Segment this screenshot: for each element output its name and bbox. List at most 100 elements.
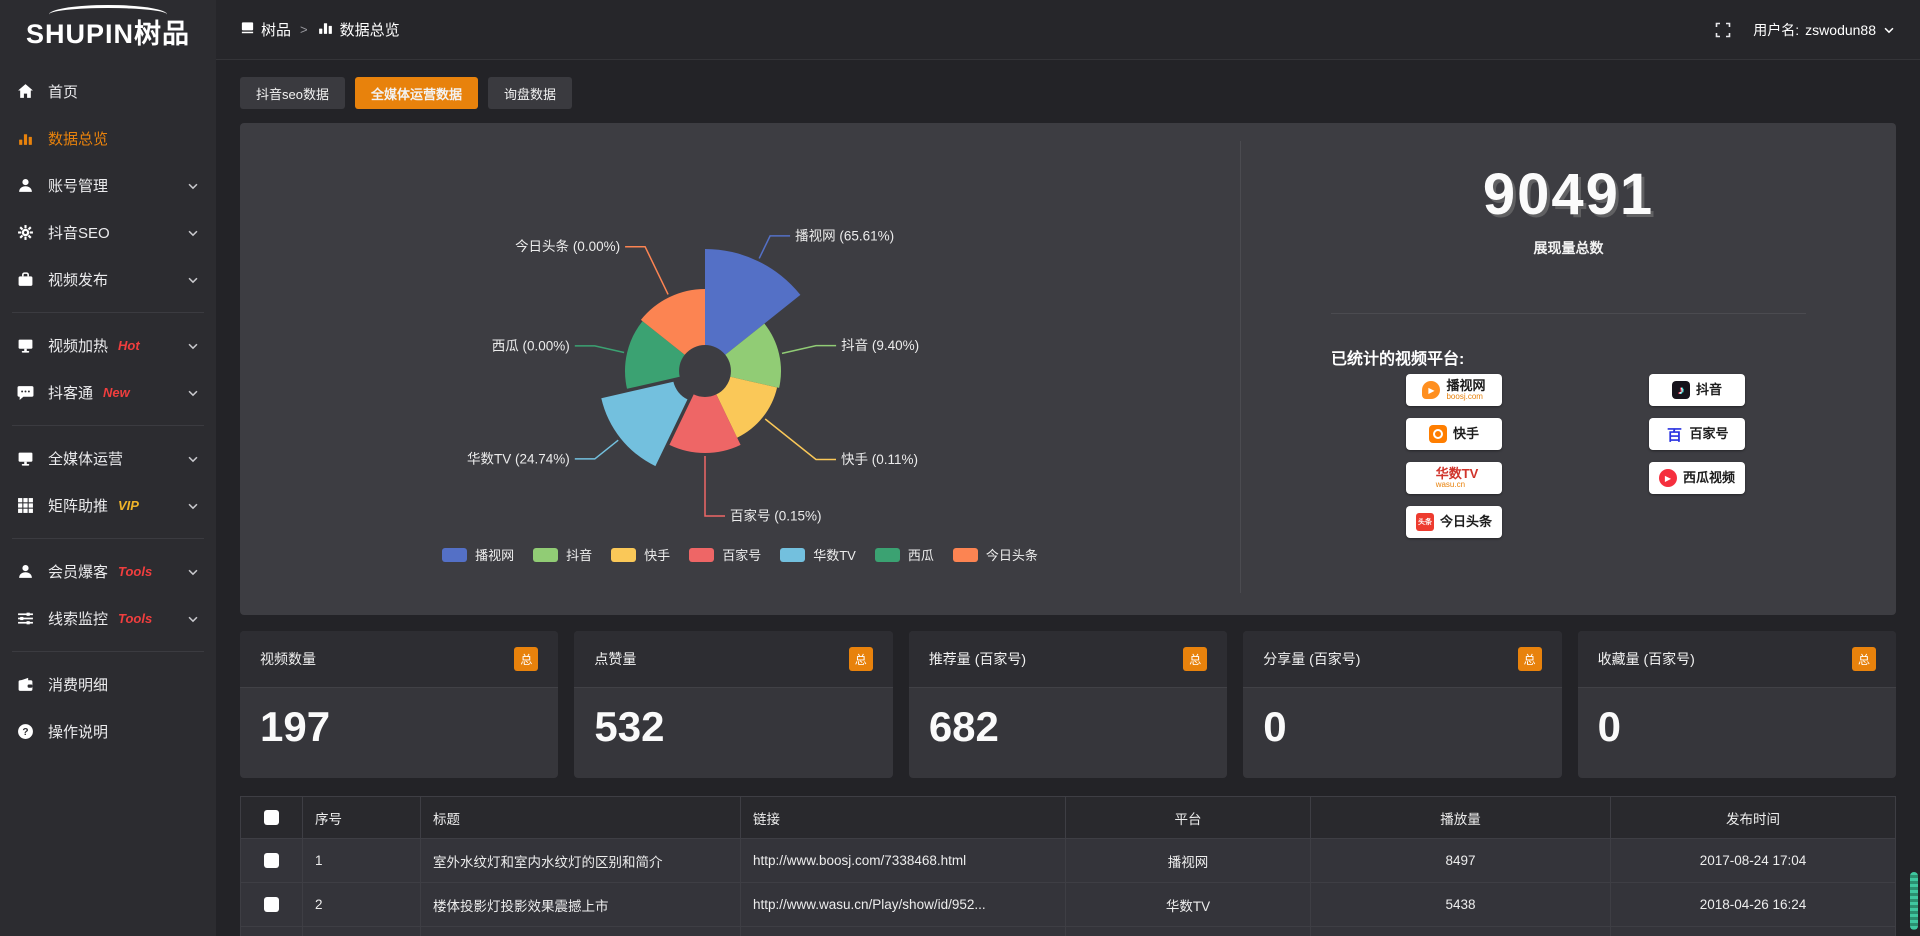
sidebar-item-label: 全媒体运营 xyxy=(48,451,124,468)
cell-url-link[interactable]: http://www.wasu.cn/Play/show/id/952... xyxy=(740,882,1066,927)
cell-title-link[interactable]: 楼体投影灯投影效果震撼上市 xyxy=(420,882,741,927)
cell-url-link[interactable] xyxy=(740,926,1066,936)
select-all-checkbox[interactable] xyxy=(264,810,279,825)
table-header-link: 链接 xyxy=(740,796,1066,839)
row-checkbox-cell xyxy=(240,926,303,936)
pie-label: 西瓜 (0.00%) xyxy=(492,338,570,353)
logo-arc-decoration xyxy=(49,5,167,24)
svg-text:?: ? xyxy=(22,727,28,738)
sidebar-item-label: 视频发布 xyxy=(48,272,109,289)
sidebar-item-data-overview[interactable]: 数据总览 xyxy=(0,115,216,162)
sidebar-item-media-ops[interactable]: 全媒体运营 xyxy=(0,435,216,482)
brand-logo[interactable]: SHUPIN树品 xyxy=(0,0,216,62)
breadcrumb-item-data-overview[interactable]: 数据总览 xyxy=(317,19,400,40)
cell-plays: 8497 xyxy=(1310,838,1611,883)
legend-label: 今日头条 xyxy=(985,548,1038,563)
platform-name: 抖音 xyxy=(1695,382,1722,398)
pie-slice[interactable] xyxy=(705,249,801,355)
sidebar-item-video-heat[interactable]: 视频加热 Hot xyxy=(0,322,216,369)
sidebar-item-label: 会员爆客 xyxy=(48,564,109,581)
table-row xyxy=(240,926,1896,936)
chevron-down-icon xyxy=(186,565,200,579)
fullscreen-icon[interactable] xyxy=(1715,22,1731,38)
tab-douyin-seo-data[interactable]: 抖音seo数据 xyxy=(240,77,345,109)
stat-card: 点赞量 总 532 xyxy=(574,631,893,778)
row-checkbox-cell xyxy=(240,882,303,927)
pie-slice[interactable] xyxy=(725,323,782,388)
sidebar-item-home[interactable]: 首页 xyxy=(0,68,216,115)
grid-icon xyxy=(16,497,34,515)
table-header-title: 标题 xyxy=(420,796,741,839)
platform-badge-wasu: 华数TV wasu.cn xyxy=(1406,462,1502,494)
legend-item[interactable]: 今日头条 xyxy=(952,545,1038,564)
username-value: zswodun88 xyxy=(1805,21,1876,38)
platform-badge-xigua: ▶ 西瓜视频 xyxy=(1649,462,1745,494)
sidebar-item-douketong[interactable]: 抖客通 New xyxy=(0,369,216,416)
pie-slice[interactable] xyxy=(716,376,778,438)
nav-tag: New xyxy=(103,385,130,400)
cell-title-link[interactable]: 室外水纹灯和室内水纹灯的区别和简介 xyxy=(420,838,741,883)
data-tabs: 抖音seo数据 全媒体运营数据 询盘数据 xyxy=(240,77,1896,109)
sidebar-item-help[interactable]: ? 操作说明 xyxy=(0,708,216,755)
tab-label: 询盘数据 xyxy=(503,86,556,102)
sidebar: SHUPIN树品 首页 数据总览 账号管理 抖音SEO 视频发布 视频加热 Ho… xyxy=(0,0,216,936)
chevron-down-icon xyxy=(1882,23,1896,37)
page-scrollbar-thumb[interactable] xyxy=(1910,872,1918,930)
cell-platform: 播视网 xyxy=(1065,838,1311,883)
legend-item[interactable]: 抖音 xyxy=(533,545,592,564)
tab-inquiry-data[interactable]: 询盘数据 xyxy=(487,77,572,109)
legend-item[interactable]: 西瓜 xyxy=(874,545,934,564)
user-icon xyxy=(16,563,34,581)
sidebar-item-clue-monitor[interactable]: 线索监控 Tools xyxy=(0,595,216,642)
legend-label: 百家号 xyxy=(722,548,762,563)
sidebar-item-video-publish[interactable]: 视频发布 xyxy=(0,256,216,303)
legend-label: 华数TV xyxy=(813,548,856,563)
total-badge: 总 xyxy=(1852,647,1877,671)
summary-panel: 90491 展现量总数 已统计的视频平台: ▶ 播视网 boosj.com 快手… xyxy=(1241,123,1896,615)
stat-card-title: 推荐量 (百家号) xyxy=(928,651,1027,667)
sidebar-item-expense-detail[interactable]: 消费明细 xyxy=(0,661,216,708)
sidebar-item-matrix-boost[interactable]: 矩阵助推 VIP xyxy=(0,482,216,529)
row-checkbox[interactable] xyxy=(264,897,279,912)
chat-icon xyxy=(16,384,34,402)
table-header-platform: 平台 xyxy=(1065,796,1311,839)
sidebar-item-label: 抖音SEO xyxy=(48,225,110,242)
legend-label: 快手 xyxy=(644,548,671,563)
legend-swatch xyxy=(533,547,559,562)
legend-item[interactable]: 华数TV xyxy=(780,545,856,564)
pie-slice[interactable] xyxy=(669,394,741,454)
breadcrumb-item-shupin[interactable]: 树品 xyxy=(240,19,291,40)
cell-url-link[interactable]: http://www.boosj.com/7338468.html xyxy=(740,838,1066,883)
tab-label: 抖音seo数据 xyxy=(256,86,329,102)
toutiao-icon: 头条 xyxy=(1415,513,1434,531)
sidebar-item-account-manage[interactable]: 账号管理 xyxy=(0,162,216,209)
sidebar-item-member-baoke[interactable]: 会员爆客 Tools xyxy=(0,548,216,595)
sidebar-item-douyin-seo[interactable]: 抖音SEO xyxy=(0,209,216,256)
legend-item[interactable]: 百家号 xyxy=(689,545,761,564)
sidebar-divider xyxy=(12,538,204,539)
legend-swatch xyxy=(442,547,468,562)
stat-card-title: 点赞量 xyxy=(594,651,637,667)
cell-index: 2 xyxy=(302,882,421,927)
sidebar-divider xyxy=(12,312,204,313)
row-checkbox[interactable] xyxy=(264,853,279,868)
douyin-icon: ♪ xyxy=(1671,381,1690,399)
table-header-plays: 播放量 xyxy=(1310,796,1611,839)
pie-slice[interactable] xyxy=(640,289,705,355)
legend-item[interactable]: 快手 xyxy=(611,545,670,564)
boosj-icon: ▶ xyxy=(1422,381,1441,399)
platform-badge-kuaishou: 快手 xyxy=(1406,418,1502,450)
pie-slice[interactable] xyxy=(601,381,688,467)
cell-title-link[interactable] xyxy=(420,926,741,936)
platform-name: 今日头条 xyxy=(1439,514,1492,530)
tab-media-ops-data[interactable]: 全媒体运营数据 xyxy=(354,77,478,109)
pie-slice[interactable] xyxy=(625,321,685,389)
sidebar-item-label: 抖客通 xyxy=(48,385,94,402)
cell-platform: 华数TV xyxy=(1065,882,1311,927)
legend-item[interactable]: 播视网 xyxy=(442,545,514,564)
pie-label-line xyxy=(704,456,725,517)
chevron-down-icon xyxy=(186,339,200,353)
platform-badge-boosj: ▶ 播视网 boosj.com xyxy=(1406,374,1502,406)
platform-name: 播视网 xyxy=(1446,377,1486,393)
user-menu[interactable]: 用户名: zswodun88 xyxy=(1753,20,1896,40)
